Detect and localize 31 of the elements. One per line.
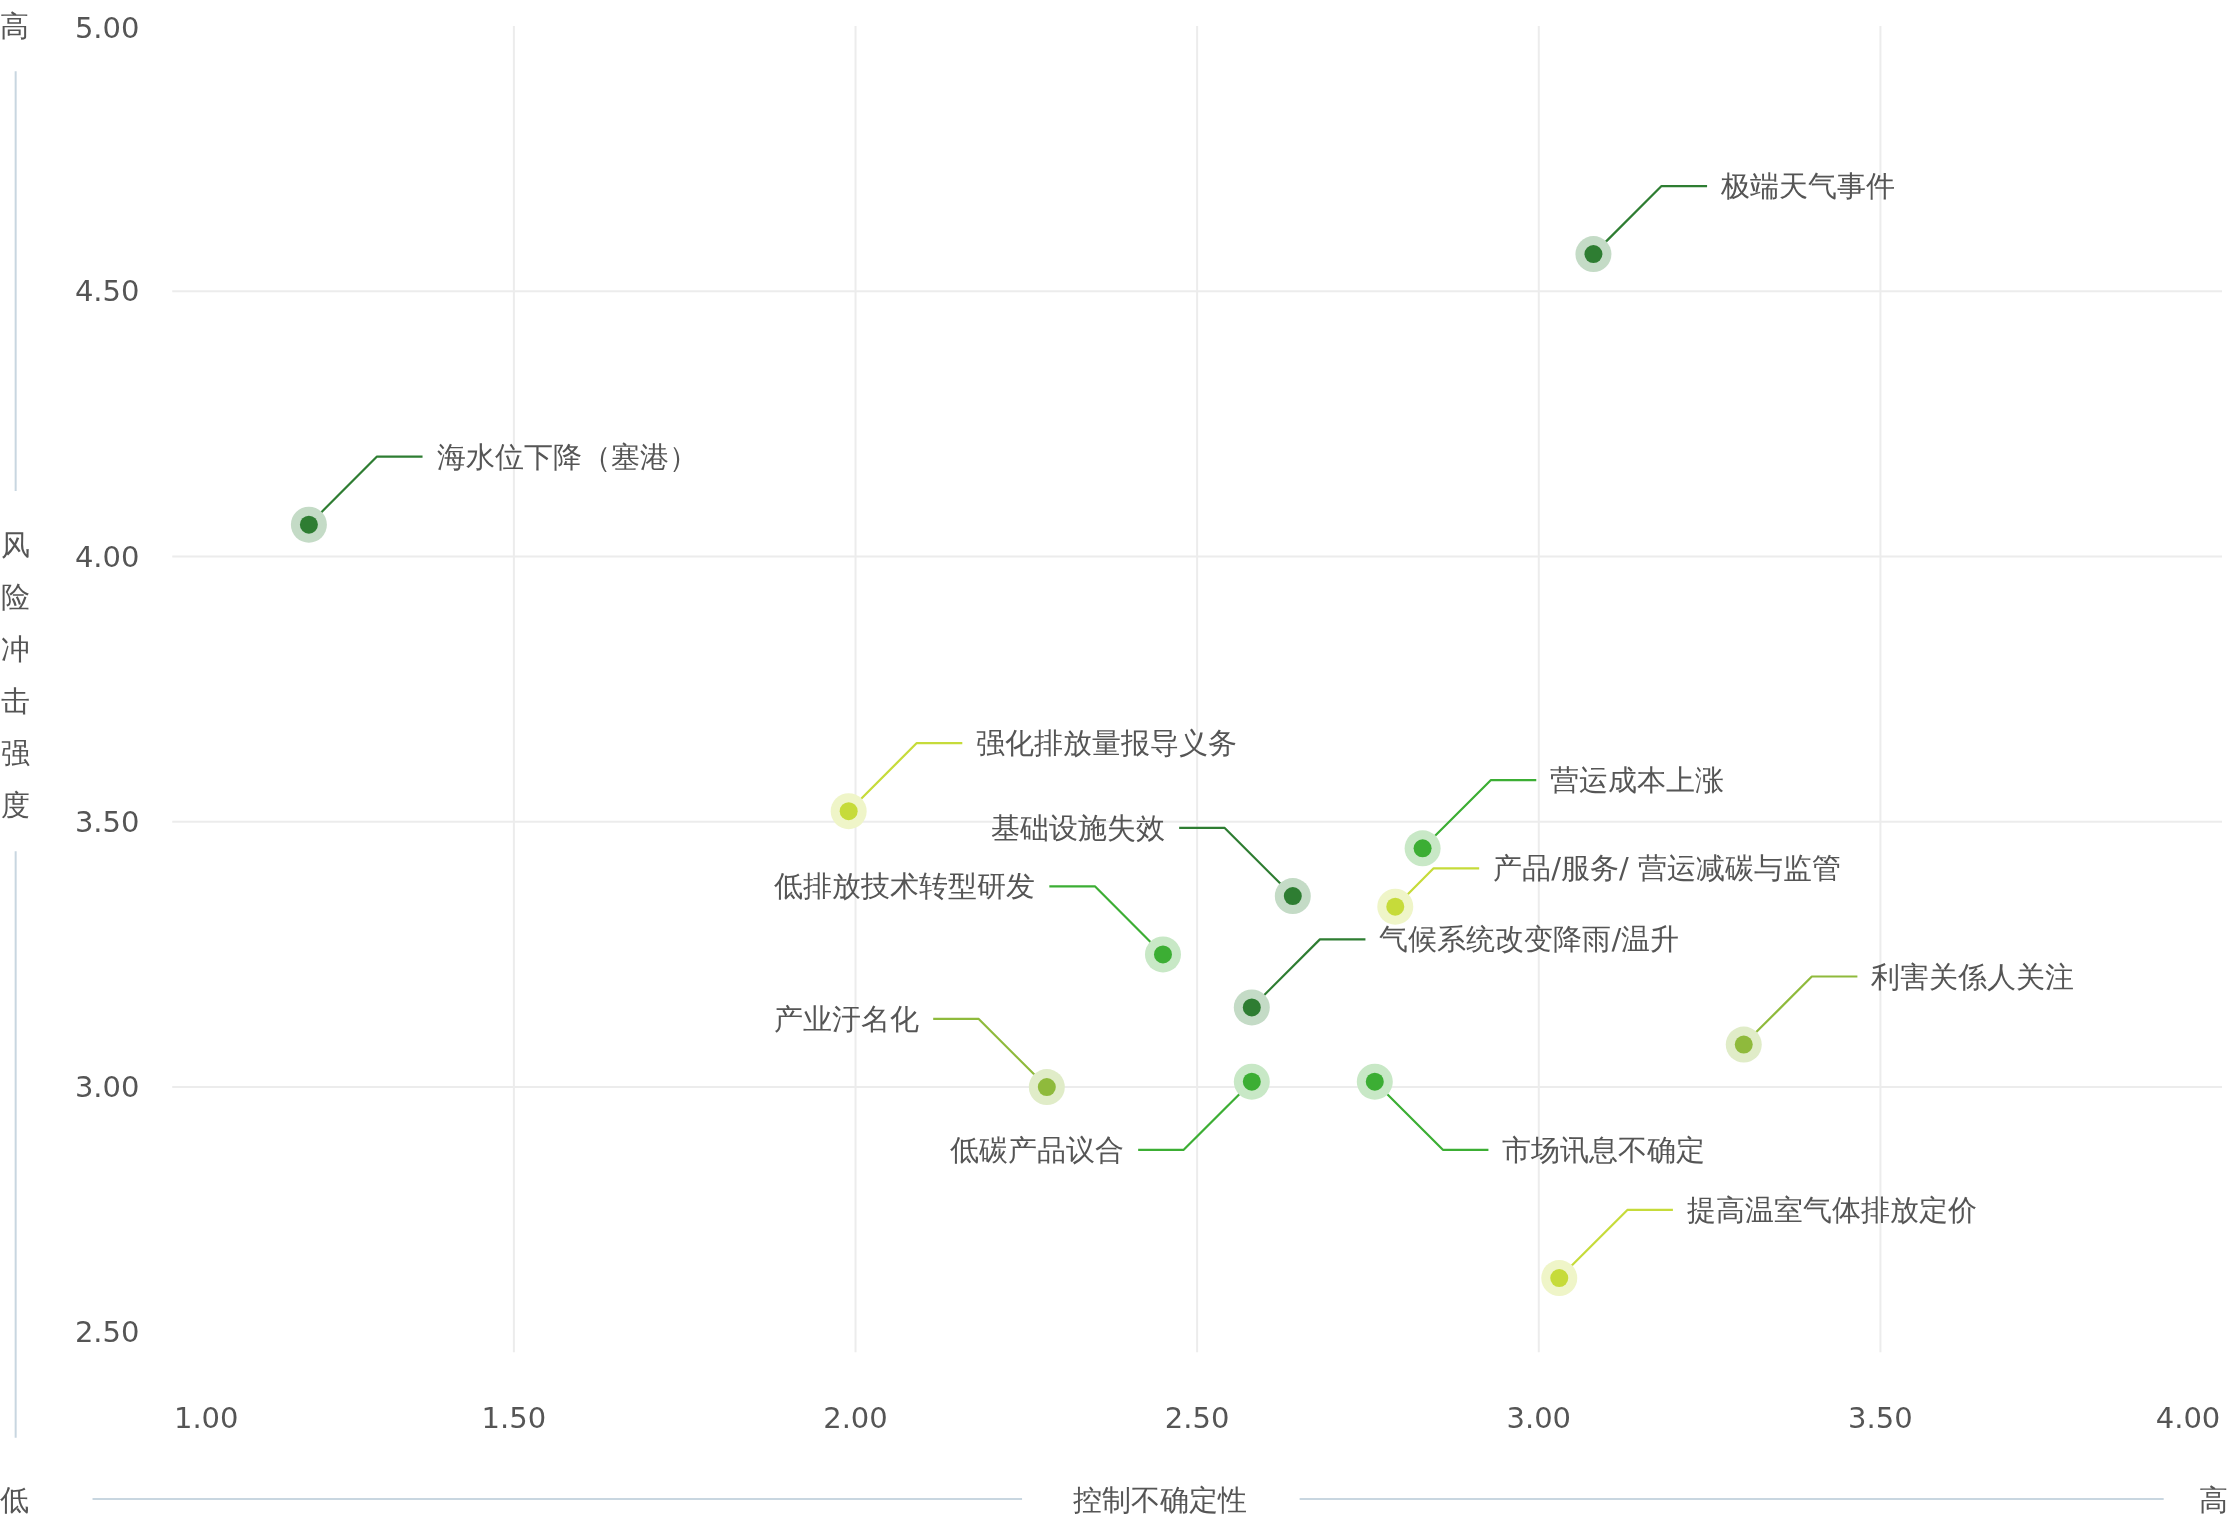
text: 低 <box>0 1483 29 1518</box>
annotation: 基础设施失效 <box>991 810 1166 845</box>
annotation: 海水位下降（塞港） <box>436 439 698 474</box>
text: 高 <box>2198 1483 2228 1518</box>
annotation: 提高温室气体排放定价 <box>1686 1192 1977 1227</box>
x-tick-label: 2.50 <box>1164 1400 1230 1435</box>
annotation: 产品/服务/ 营运减碳与监管 <box>1493 851 1841 886</box>
x-tick-label: 3.00 <box>1506 1400 1572 1435</box>
y-tick-label: 2.50 <box>74 1315 140 1350</box>
annotation: 极端天气事件 <box>1720 169 1896 204</box>
annotation: 产业汙名化 <box>774 1001 920 1036</box>
x-axis-title: 控制不确定性 <box>1073 1483 1248 1518</box>
y-tick-label: 3.50 <box>74 804 140 839</box>
y-axis-title: 风险冲击强度 <box>1 528 31 823</box>
annotation: 气候系统改变降雨/温升 <box>1379 922 1680 957</box>
annotation: 低排放技术转型研发 <box>774 869 1036 904</box>
y-tick-label: 4.50 <box>74 274 140 309</box>
annotation: 强化排放量报导义务 <box>976 726 1238 761</box>
text: 高 <box>0 8 29 43</box>
annotation: 市场讯息不确定 <box>1502 1132 1706 1167</box>
y-tick-label: 5.00 <box>74 11 140 45</box>
x-tick-label: 2.00 <box>823 1400 888 1435</box>
x-tick-label: 1.50 <box>481 1400 547 1435</box>
y-tick-label: 3.00 <box>74 1070 140 1105</box>
annotation: 营运成本上涨 <box>1550 763 1725 798</box>
x-tick-label: 3.50 <box>1848 1400 1913 1435</box>
y-tick-label: 4.00 <box>74 539 140 574</box>
x-tick-label: 1.00 <box>173 1400 239 1435</box>
annotation: 利害关係人关注 <box>1871 959 2075 994</box>
x-tick-label: 4.00 <box>2155 1400 2221 1435</box>
annotation: 低碳产品议合 <box>950 1132 1125 1167</box>
